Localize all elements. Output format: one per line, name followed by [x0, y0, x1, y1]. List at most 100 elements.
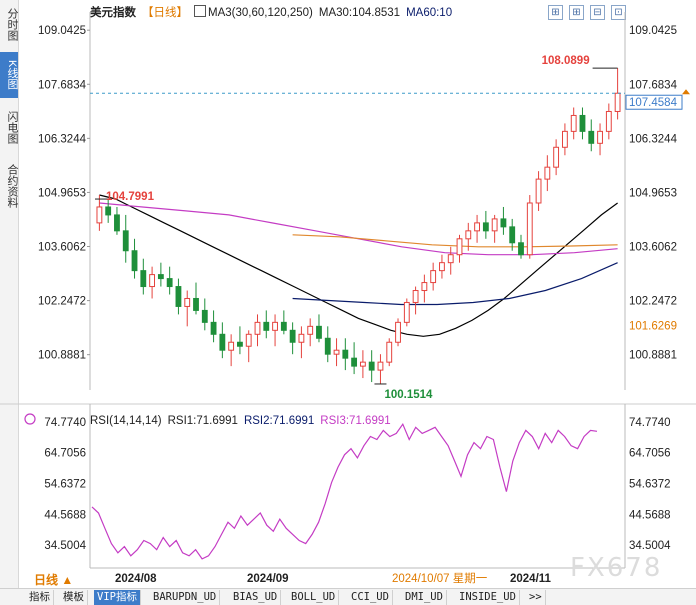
- tab-contract-info[interactable]: 合约资料: [6, 164, 18, 208]
- zoom-out-icon[interactable]: ⊟: [590, 5, 605, 20]
- candle-body: [421, 282, 428, 292]
- candle-body: [526, 202, 533, 256]
- candle-body: [474, 222, 480, 232]
- candle-body: [412, 290, 419, 303]
- candle-body: [359, 361, 366, 367]
- candle-body: [333, 349, 340, 355]
- candle-body: [96, 206, 103, 224]
- indicator-tab[interactable]: VIP指标: [94, 590, 141, 605]
- y-tick-label-left: 102.2472: [38, 296, 86, 308]
- period-label[interactable]: 【日线】: [142, 7, 188, 19]
- candle-body: [570, 114, 577, 132]
- main-legend: 美元指数 【日线】 MA3(30,60,120,250) MA30:104.8531 M…: [90, 4, 458, 20]
- y-tick-label-right: 106.3244: [629, 133, 678, 145]
- y-tick-label-right: 102.2472: [629, 296, 677, 308]
- candle-body: [447, 254, 454, 264]
- rsi-line: [91, 422, 598, 560]
- y-tick-label-left: 104.9653: [38, 187, 86, 199]
- ma-label: MA3(30,60,120,250): [208, 7, 313, 19]
- candle-body: [184, 297, 191, 307]
- left-high-label: 104.7991: [106, 191, 155, 203]
- candle-body: [289, 329, 296, 343]
- indicator-tab[interactable]: CCI_UD: [348, 590, 393, 605]
- candle-body: [324, 337, 331, 355]
- y-tick-label-right: 107.6834: [629, 79, 678, 91]
- indicator-tab[interactable]: INSIDE_UD: [456, 590, 520, 605]
- rsi-tick-label-right: 54.6372: [629, 478, 671, 490]
- candle-body: [210, 321, 217, 335]
- rsi1-value: RSI1:71.6991: [167, 415, 238, 427]
- candle-body: [272, 321, 278, 331]
- candle-body: [316, 325, 322, 339]
- x-tick-label: 2024/08: [115, 573, 157, 585]
- high-price-label: 108.0899: [542, 55, 590, 67]
- candle-body: [553, 146, 560, 168]
- zoom-in-icon[interactable]: ⊞: [569, 5, 584, 20]
- candle-body: [105, 206, 112, 216]
- current-price-box: [625, 94, 683, 110]
- candle-body: [518, 242, 524, 256]
- candle-body: [605, 110, 612, 132]
- ma-icon: [194, 5, 206, 17]
- ma30-value: MA30:104.8531: [318, 7, 401, 19]
- y-tick-label-left: 109.0425: [38, 25, 86, 37]
- tab-time-share[interactable]: 分时图: [6, 7, 18, 41]
- candle-body: [201, 309, 208, 323]
- side-tabs: 分时图 K线图 闪电图 合约资料: [0, 0, 19, 590]
- crosshair-icon[interactable]: ⊞: [548, 5, 563, 20]
- candle-body: [351, 357, 358, 367]
- rsi-tick-label-left: 44.5688: [44, 509, 86, 521]
- symbol-name: 美元指数: [90, 7, 136, 19]
- candle-body: [544, 166, 551, 180]
- candle-body: [395, 321, 401, 343]
- candle-body: [509, 226, 516, 244]
- low-price-label: 100.1514: [384, 389, 433, 401]
- candle-body: [561, 130, 568, 148]
- y-tick-label-left: 103.6062: [38, 242, 86, 254]
- indicator-tab[interactable]: BOLL_UD: [288, 590, 340, 605]
- rsi-legend: RSI(14,14,14) RSI1:71.6991 RSI2:71.6991 RSI…: [90, 415, 397, 427]
- candle-body: [280, 321, 287, 331]
- indicator-tab[interactable]: BARUPDN_UD: [150, 590, 221, 605]
- candle-body: [430, 270, 437, 284]
- candle-body: [219, 333, 226, 351]
- candle-body: [298, 333, 305, 343]
- candle-body: [482, 222, 489, 232]
- candle-body: [535, 178, 542, 204]
- indicator-tab-bar: 指标 模板 VIP指标 BARUPDN_UD BIAS_UD BOLL_UD CCI_UD D…: [0, 588, 696, 605]
- indicator-tab[interactable]: 模板: [60, 590, 88, 605]
- toolbar: ⊞ ⊞ ⊟ ⊡: [542, 2, 626, 20]
- period-indicator[interactable]: 日线 ▲: [34, 573, 74, 587]
- candle-body: [237, 341, 243, 347]
- ma60-value: MA60:10: [406, 7, 453, 19]
- rsi-tick-label-right: 44.5688: [629, 509, 671, 521]
- candle-body: [403, 301, 410, 323]
- rsi-tick-label-left: 34.5004: [44, 540, 86, 552]
- y-tick-label-left: 100.8881: [38, 350, 86, 362]
- candle-body: [614, 92, 621, 112]
- candle-body: [377, 361, 384, 371]
- tab-flash-chart[interactable]: 闪电图: [6, 110, 18, 144]
- price-arrow-icon: [682, 89, 690, 95]
- indicator-tab[interactable]: >>: [526, 590, 546, 605]
- candle-body: [114, 214, 120, 232]
- candle-body: [500, 218, 507, 228]
- ma30-line: [99, 194, 618, 337]
- tab-kline[interactable]: K线图: [0, 52, 18, 98]
- candle-body: [157, 274, 164, 280]
- indicator-tab[interactable]: DMI_UD: [402, 590, 447, 605]
- candle-body: [254, 321, 261, 335]
- candle-body: [597, 130, 603, 144]
- y-tick-label-left: 106.3244: [38, 133, 87, 145]
- rsi-settings-icon: [24, 413, 36, 425]
- candle-body: [386, 341, 393, 363]
- candle-body: [307, 325, 314, 335]
- indicator-tab[interactable]: 指标: [26, 590, 54, 605]
- y-tick-label-left: 107.6834: [38, 79, 87, 91]
- indicator-tab[interactable]: BIAS_UD: [230, 590, 282, 605]
- candle-body: [579, 114, 586, 132]
- candle-body: [342, 349, 349, 359]
- candle-body: [131, 250, 138, 272]
- rsi2-value: RSI2:71.6991: [243, 415, 315, 427]
